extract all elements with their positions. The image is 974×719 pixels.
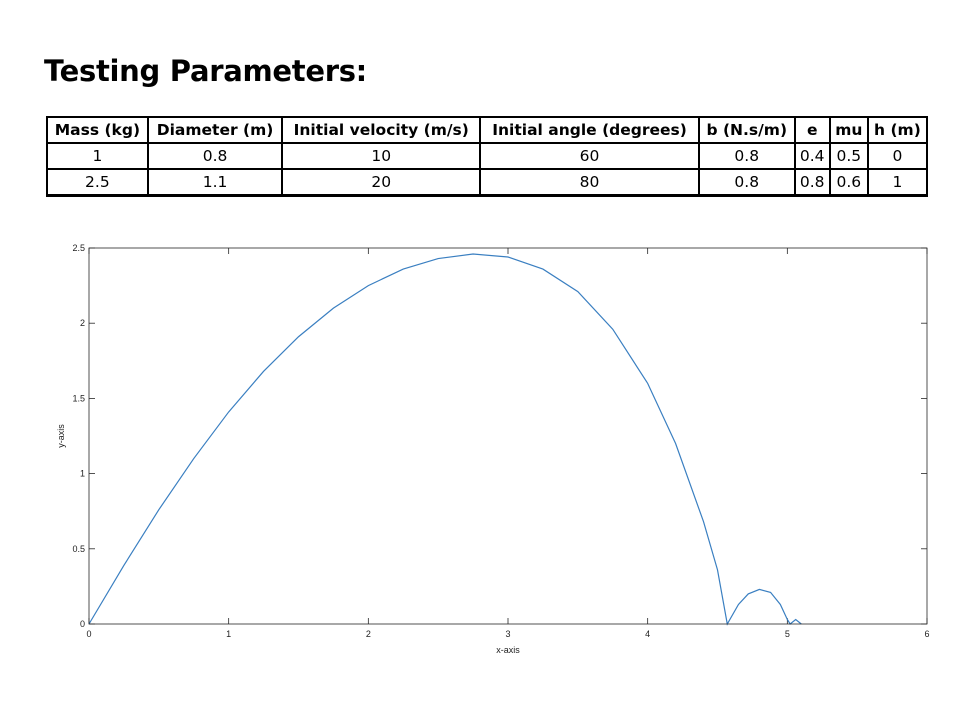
table-cell: 0.4 xyxy=(793,142,831,170)
table-cell: 10 xyxy=(281,142,482,170)
table-cell: 60 xyxy=(479,142,700,170)
column-header: mu xyxy=(828,116,869,144)
table-body: 1 0.8 10 60 0.8 0.4 0.5 0 2.5 1.1 20 80 0.8 0.8 0.6 1 xyxy=(46,142,929,197)
table-cell: 1 xyxy=(866,168,929,197)
testing-parameters-table: Mass (kg) Diameter (m) Initial velocity (m… xyxy=(46,116,929,197)
x-tick-label: 1 xyxy=(226,629,231,639)
table-cell: 1 xyxy=(46,142,149,170)
table-cell: 0.6 xyxy=(828,168,869,197)
table-cell: 0 xyxy=(866,142,929,170)
x-tick-label: 6 xyxy=(924,629,929,639)
plot-background xyxy=(89,248,927,624)
table-header-row: Mass (kg) Diameter (m) Initial velocity (m… xyxy=(46,116,929,144)
y-tick-label: 2.5 xyxy=(72,243,85,253)
table-row: 1 0.8 10 60 0.8 0.4 0.5 0 xyxy=(46,142,929,170)
page-title: Testing Parameters: xyxy=(44,54,367,88)
trajectory-chart: 0 1 2 3 4 5 6 0 0.5 1 1.5 2 2.5 x-axis y-axis xyxy=(56,243,930,655)
y-tick-label: 1.5 xyxy=(72,393,85,403)
table-cell: 2.5 xyxy=(46,168,149,197)
column-header: Diameter (m) xyxy=(146,116,284,144)
axis-tick-labels: 0 1 2 3 4 5 6 0 0.5 1 1.5 2 2.5 xyxy=(72,243,929,639)
y-tick-label: 0 xyxy=(80,619,85,629)
table-cell: 0.8 xyxy=(697,168,796,197)
table-row: 2.5 1.1 20 80 0.8 0.8 0.6 1 xyxy=(46,168,929,197)
column-header: Mass (kg) xyxy=(46,116,149,144)
x-tick-label: 3 xyxy=(505,629,510,639)
column-header: Initial angle (degrees) xyxy=(479,116,700,144)
column-header: e xyxy=(793,116,831,144)
table-cell: 0.8 xyxy=(146,142,284,170)
trajectory-line xyxy=(88,253,802,626)
y-tick-label: 2 xyxy=(80,318,85,328)
column-header: h (m) xyxy=(866,116,929,144)
x-axis-label: x-axis xyxy=(496,645,520,655)
table-cell: 0.5 xyxy=(828,142,869,170)
table-cell: 0.8 xyxy=(697,142,796,170)
plot-frame xyxy=(88,247,928,625)
table-cell: 1.1 xyxy=(146,168,284,197)
x-tick-label: 2 xyxy=(366,629,371,639)
table-cell: 0.8 xyxy=(793,168,831,197)
x-tick-label: 4 xyxy=(645,629,650,639)
x-tick-label: 0 xyxy=(86,629,91,639)
y-tick-label: 0.5 xyxy=(72,544,85,554)
column-header: b (N.s/m) xyxy=(697,116,796,144)
y-tick-label: 1 xyxy=(80,469,85,479)
x-tick-label: 5 xyxy=(785,629,790,639)
column-header: Initial velocity (m/s) xyxy=(281,116,482,144)
table-cell: 20 xyxy=(281,168,482,197)
table-cell: 80 xyxy=(479,168,700,197)
y-axis-label: y-axis xyxy=(56,424,66,448)
